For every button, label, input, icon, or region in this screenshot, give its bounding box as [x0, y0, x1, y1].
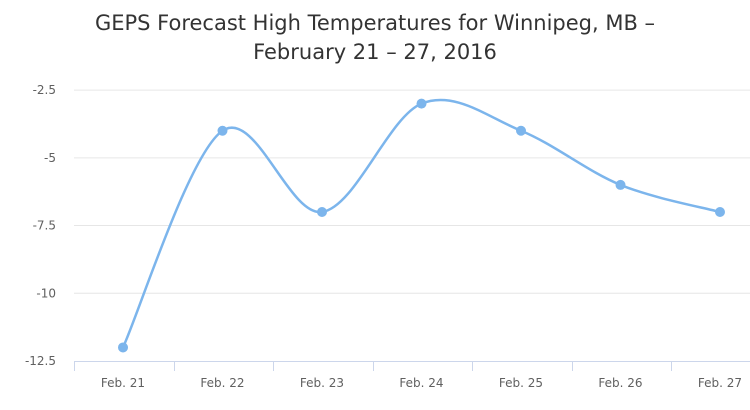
x-tick-label: Feb. 24: [399, 376, 443, 390]
series-line: [121, 98, 722, 349]
y-tick-label: -5: [44, 151, 56, 165]
x-tick-label: Feb. 25: [499, 376, 543, 390]
data-point[interactable]: [516, 125, 526, 136]
y-tick-label: -12.5: [25, 354, 56, 368]
data-point[interactable]: [416, 98, 427, 109]
data-point[interactable]: [715, 207, 725, 217]
chart-title-line-2: February 21 – 27, 2016: [253, 40, 497, 64]
series: [118, 98, 725, 353]
data-point[interactable]: [317, 207, 327, 217]
data-point[interactable]: [118, 342, 128, 353]
y-tick-label: -7.5: [33, 219, 56, 233]
x-axis-ticks: Feb. 21 Feb. 22 Feb. 23 Feb. 24 Feb. 25 Feb. …: [101, 376, 742, 390]
x-axis: [74, 361, 750, 371]
x-tick-label: Feb. 27: [698, 376, 742, 390]
data-point[interactable]: [615, 179, 626, 190]
grid-lines: [74, 89, 750, 294]
data-point[interactable]: [217, 125, 228, 136]
y-tick-label: -2.5: [33, 83, 56, 97]
x-tick-label: Feb. 26: [598, 376, 642, 390]
x-tick-label: Feb. 21: [101, 376, 145, 390]
y-tick-label: -10: [36, 286, 56, 300]
x-tick-label: Feb. 22: [200, 376, 244, 390]
chart-title-line-1: GEPS Forecast High Temperatures for Winn…: [94, 11, 656, 35]
x-tick-label: Feb. 23: [300, 376, 344, 390]
y-axis-ticks: -2.5 -5 -7.5 -10 -12.5: [25, 83, 56, 368]
